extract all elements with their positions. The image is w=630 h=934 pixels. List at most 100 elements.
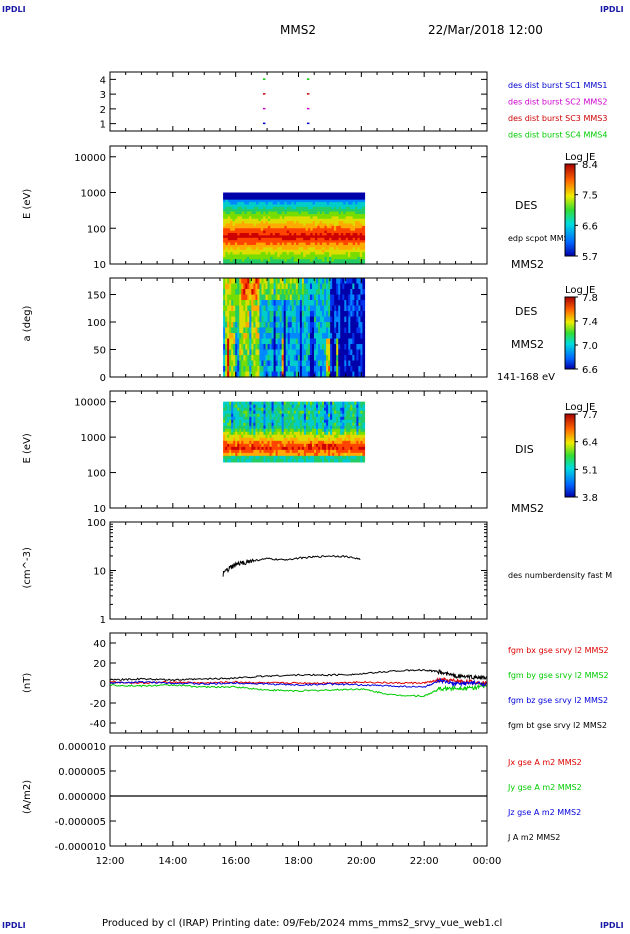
des-energy-cell [230, 197, 234, 201]
dis-energy-cell [291, 401, 295, 406]
des-pitch-cell [291, 294, 295, 301]
des-energy-cell [258, 209, 262, 213]
des-energy-cell [293, 209, 297, 213]
des-pitch-colorbar-label: 7.8 [582, 293, 598, 304]
dis-energy-cell [245, 413, 248, 418]
des-energy-cell [260, 194, 264, 198]
des-energy-cell [225, 213, 229, 217]
des-energy-cell [303, 256, 307, 260]
des-pitch-cell [334, 322, 337, 329]
dis-energy-cell [303, 428, 307, 433]
des-energy-cell [260, 252, 264, 256]
des-energy-cell [282, 240, 285, 244]
dis-energy-cell [275, 401, 279, 406]
dis-energy-cell [346, 413, 349, 418]
dis-energy-cell [239, 404, 242, 409]
dis-energy-cell [313, 422, 317, 427]
dis-energy-cell [265, 401, 269, 406]
des-energy-cell [289, 221, 293, 225]
des-pitch-cell [277, 349, 281, 356]
des-energy-cell [249, 237, 252, 241]
des-energy-cell [246, 240, 250, 244]
dis-energy-cell [295, 416, 299, 421]
dis-energy-cell [263, 416, 267, 421]
dis-energy-cell [322, 419, 325, 424]
dis-energy-cell [289, 437, 293, 442]
dis-energy-cell [342, 446, 345, 451]
dis-energy-cell [311, 455, 315, 460]
des-pitch-cell [263, 349, 267, 356]
des-energy-cell [227, 216, 231, 220]
des-energy-cell [362, 252, 366, 256]
dis-energy-cell [358, 425, 362, 430]
des-pitch-cell [225, 360, 228, 367]
des-pitch-cell [311, 311, 315, 318]
des-pitch-cell [311, 316, 315, 323]
dis-energy-cell [309, 434, 313, 439]
des-pitch-cell [281, 305, 285, 312]
des-pitch-cell [311, 338, 315, 345]
des-energy-cell [333, 261, 337, 265]
des-energy-cell [347, 259, 351, 263]
des-energy-cell [319, 194, 323, 198]
des-energy-cell [282, 213, 285, 217]
des-energy-cell [314, 197, 318, 201]
dis-energy-cell [356, 401, 360, 406]
des-pitch-cell [263, 316, 267, 323]
des-energy-cell [277, 233, 281, 237]
dis-energy-cell [247, 446, 250, 451]
dis-energy-cell [271, 407, 275, 412]
dis-energy-cell [237, 443, 240, 448]
des-pitch-cell [352, 283, 355, 290]
dis-energy-cell [334, 431, 337, 436]
availability-y-tick-label: 2 [100, 105, 106, 116]
des-energy-cell [239, 233, 243, 237]
des-pitch-cell [305, 305, 309, 312]
dis-energy-cell [336, 410, 339, 415]
des-pitch-cell [251, 316, 254, 323]
des-pitch-cell [340, 366, 343, 373]
des-energy-cell [357, 204, 361, 208]
des-pitch-cell [328, 344, 331, 351]
dis-energy-cell [223, 428, 226, 433]
des-pitch-cell [283, 283, 287, 290]
dis-energy-cell [223, 413, 226, 418]
dis-energy-cell [297, 443, 301, 448]
dis-energy-cell [245, 440, 248, 445]
dis-energy-cell [235, 425, 238, 430]
des-energy-cell [230, 240, 234, 244]
des-energy-cell [307, 194, 311, 198]
des-pitch-cell [332, 289, 335, 296]
dis-energy-cell [247, 425, 250, 430]
des-energy-cell [336, 259, 340, 263]
dis-energy-cell [318, 410, 321, 415]
dis-energy-cell [354, 404, 357, 409]
des-energy-cell [336, 230, 340, 234]
dis-energy-cell [245, 416, 248, 421]
des-pitch-cell [356, 289, 360, 296]
des-energy-cell [296, 211, 300, 215]
dis-energy-cell [255, 449, 259, 454]
des-energy-cell [300, 199, 304, 203]
des-energy-cell [347, 247, 351, 251]
des-energy-cell [293, 249, 297, 253]
dis-energy-cell [255, 431, 259, 436]
des-pitch-cell [273, 322, 277, 329]
des-energy-cell [274, 225, 278, 229]
des-energy-cell [324, 199, 328, 203]
des-pitch-cell [265, 283, 269, 290]
des-pitch-cell [273, 366, 277, 373]
dis-energy-cell [348, 422, 351, 427]
des-energy-cell [329, 259, 333, 263]
dis-energy-cell [326, 407, 329, 412]
des-energy-cell [359, 202, 363, 206]
des-energy-cell [350, 211, 354, 215]
des-energy-cell [270, 233, 274, 237]
des-pitch-cell [289, 333, 293, 340]
dis-energy-cell [309, 458, 313, 463]
dis-energy-cell [239, 431, 242, 436]
des-energy-cell [279, 233, 283, 237]
des-pitch-cell [324, 289, 327, 296]
des-energy-cell [345, 199, 349, 203]
dis-energy-cell [338, 419, 341, 424]
